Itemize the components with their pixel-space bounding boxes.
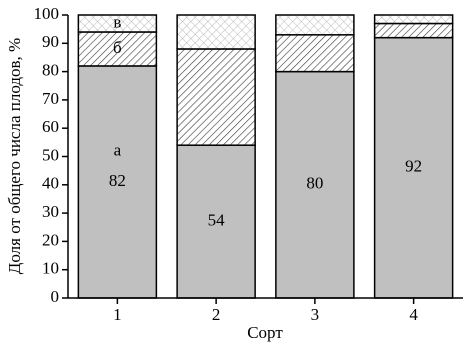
bar-segment: [77, 65, 158, 299]
x-tick-label: 1: [113, 305, 122, 324]
y-tick-label: 100: [34, 4, 60, 23]
bar-segment: [77, 14, 158, 33]
value-label: 92: [405, 157, 422, 176]
bar-segment: [176, 48, 256, 146]
bar-segment: [176, 14, 256, 50]
value-label: 54: [208, 210, 226, 229]
y-tick-label: 20: [42, 230, 59, 249]
bar-segment: [275, 34, 355, 73]
y-tick-label: 50: [42, 145, 59, 164]
bar-segment: [275, 70, 355, 299]
bar-segment: [77, 31, 158, 67]
y-tick-label: 0: [51, 287, 60, 306]
bar-segment: [373, 14, 454, 25]
y-tick-label: 60: [42, 117, 59, 136]
bar-segment: [373, 36, 454, 299]
series-label: б: [113, 38, 122, 57]
y-axis-label: Доля от общего числа плодов, %: [5, 38, 24, 274]
y-tick-label: 70: [42, 89, 59, 108]
series-label: в: [113, 12, 121, 31]
series-label: а: [114, 141, 122, 160]
value-label: 82: [109, 171, 126, 190]
x-tick-label: 4: [409, 305, 418, 324]
bar-segment: [373, 22, 454, 39]
x-tick-label: 3: [311, 305, 320, 324]
y-tick-label: 30: [42, 202, 59, 221]
bar-segment: [275, 14, 355, 36]
y-tick-label: 40: [42, 174, 59, 193]
y-tick-label: 90: [42, 32, 59, 51]
x-axis-label: Сорт: [247, 323, 283, 342]
x-tick-label: 2: [212, 305, 221, 324]
y-tick-label: 80: [42, 61, 59, 80]
y-tick-label: 10: [42, 259, 59, 278]
value-label: 80: [306, 174, 323, 193]
bar-segment: [176, 144, 256, 299]
